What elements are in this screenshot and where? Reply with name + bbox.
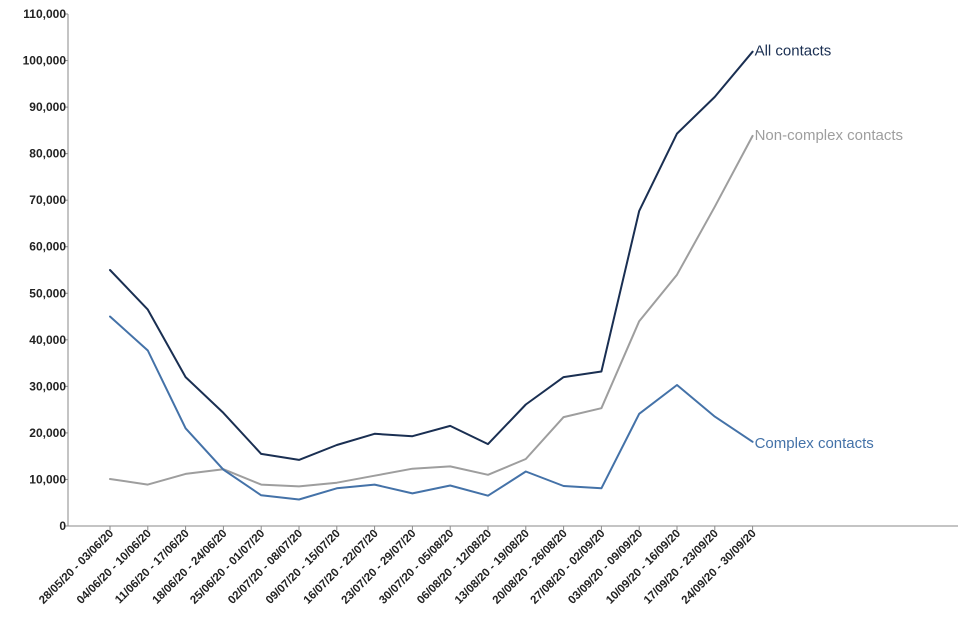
x-tick-label: 02/07/20 - 08/07/20 [226, 528, 305, 607]
series-label: Complex contacts [755, 435, 874, 452]
x-tick-label: 13/08/20 - 19/08/20 [453, 528, 532, 607]
x-tick-label: 06/08/20 - 12/08/20 [415, 528, 494, 607]
x-tick-label: 25/06/20 - 01/07/20 [188, 528, 267, 607]
y-tick-label: 110,000 [23, 7, 66, 21]
y-tick-label: 50,000 [29, 286, 66, 300]
y-tick-label: 60,000 [29, 240, 66, 254]
series-line-complex-contacts [109, 315, 754, 501]
series-lines [109, 50, 754, 501]
x-tick-label: 23/07/20 - 29/07/20 [340, 528, 419, 607]
y-tick-label: 40,000 [29, 333, 66, 347]
y-tick-label: 20,000 [29, 426, 66, 440]
series-line-all-contacts [109, 50, 754, 461]
x-tick-label: 09/07/20 - 15/07/20 [264, 528, 343, 607]
x-tick-label: 10/09/20 - 16/09/20 [604, 528, 683, 607]
x-tick-label: 20/08/20 - 26/08/20 [491, 528, 570, 607]
x-tick-label: 03/09/20 - 09/09/20 [566, 528, 645, 607]
x-tick-label: 30/07/20 - 05/08/20 [377, 528, 456, 607]
y-axis: 0 10,000 20,000 30,000 40,000 50,000 60,000 70,… [23, 7, 69, 533]
x-tick-label: 28/05/20 - 03/06/20 [37, 528, 116, 607]
series-labels: All contacts Non-complex contacts Complex … [755, 43, 903, 452]
x-tick-label: 04/06/20 - 10/06/20 [75, 528, 154, 607]
x-tick-label: 16/07/20 - 22/07/20 [302, 528, 381, 607]
x-tick-label: 18/06/20 - 24/06/20 [151, 528, 230, 607]
series-line-non-complex-contacts [109, 134, 754, 488]
x-tick-label: 11/06/20 - 17/06/20 [113, 528, 192, 607]
x-tick-label: 27/08/20 - 02/09/20 [529, 528, 608, 607]
series-label: All contacts [755, 43, 832, 60]
y-tick-label: 10,000 [29, 472, 66, 486]
x-tick-label: 24/09/20 - 30/09/20 [680, 528, 759, 607]
series-label: Non-complex contacts [755, 127, 903, 144]
y-tick-label: 100,000 [23, 54, 67, 68]
y-tick-label: 0 [59, 519, 66, 533]
y-tick-label: 80,000 [29, 147, 66, 161]
y-tick-label: 30,000 [29, 379, 66, 393]
y-tick-label: 70,000 [29, 193, 66, 207]
y-tick-label: 90,000 [29, 100, 66, 114]
x-tick-label: 17/09/20 - 23/09/20 [642, 528, 721, 607]
